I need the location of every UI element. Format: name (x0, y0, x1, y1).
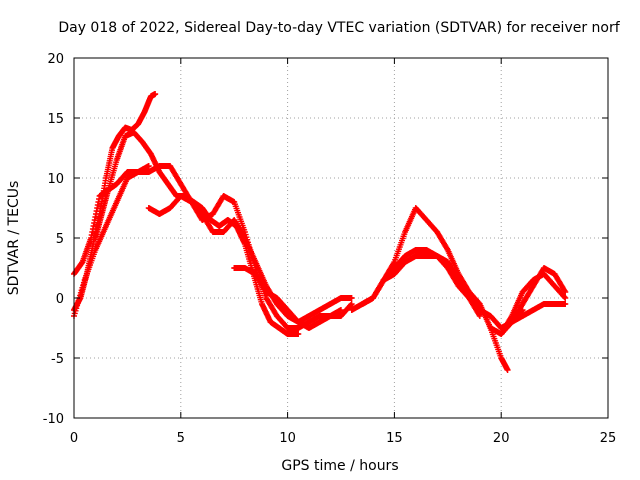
y-tick-label: 0 (56, 292, 64, 307)
x-axis-label: GPS time / hours (281, 458, 398, 474)
data-point (561, 287, 568, 294)
tick-layer: 0 5 10 15 20 25 -10 -5 0 5 10 15 20 (43, 52, 617, 446)
x-tick-label: 10 (279, 431, 296, 446)
data-point (562, 295, 569, 301)
data-point (476, 313, 483, 319)
data-point (145, 163, 152, 169)
plot-frame (73, 57, 609, 419)
data-point (295, 331, 302, 337)
series-satellite-track-j (487, 271, 569, 337)
x-tick-label: 5 (177, 431, 185, 446)
grid-layer (74, 58, 608, 418)
y-tick-label: 15 (47, 112, 64, 127)
data-point (561, 294, 568, 301)
y-tick-label: 5 (56, 232, 64, 247)
x-tick-label: 25 (600, 431, 617, 446)
x-tick-label: 15 (386, 431, 403, 446)
y-tick-label: -10 (43, 412, 64, 427)
series-satellite-track-h (380, 253, 483, 319)
data-point (348, 301, 355, 307)
y-tick-label: -5 (51, 352, 64, 367)
data-point (152, 91, 159, 97)
data-layer (71, 91, 569, 373)
data-point (241, 233, 248, 240)
series-satellite-track-k (508, 301, 569, 325)
series-satellite-track-g (348, 247, 526, 331)
data-point (444, 245, 451, 252)
x-tick-label: 0 (70, 431, 78, 446)
series-satellite-track-f (359, 205, 511, 373)
data-point (562, 289, 569, 295)
data-point (562, 301, 569, 307)
series-satellite-track-e (231, 265, 355, 325)
data-point (347, 301, 354, 308)
series-satellite-track-b (71, 163, 344, 331)
y-axis-label: SDTVAR / TECUs (6, 181, 22, 296)
data-point (504, 367, 511, 373)
x-tick-label: 20 (493, 431, 510, 446)
data-point (476, 311, 483, 318)
chart-title: Day 018 of 2022, Sidereal Day-to-day VTE… (58, 20, 620, 36)
data-point (348, 295, 355, 301)
y-tick-label: 10 (47, 172, 64, 187)
y-tick-label: 20 (47, 52, 64, 67)
data-point (508, 314, 515, 321)
data-point (338, 307, 344, 313)
